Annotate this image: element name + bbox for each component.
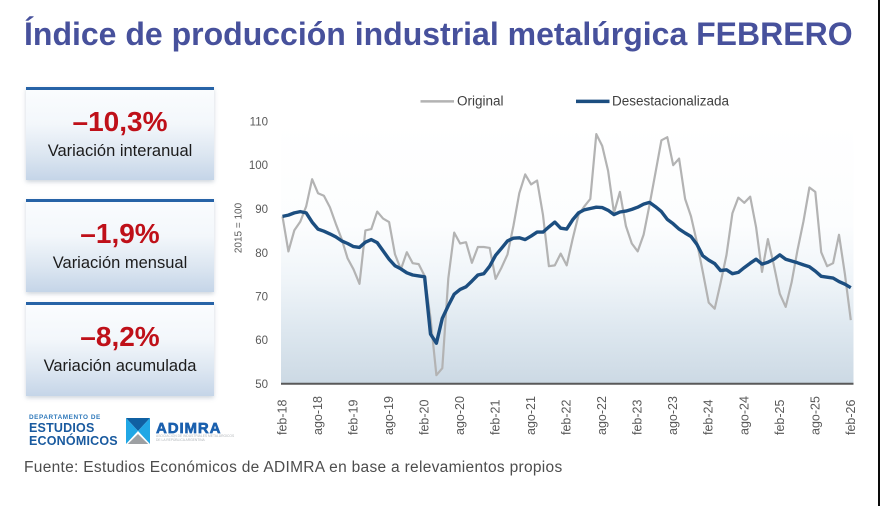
svg-text:80: 80 (255, 248, 268, 260)
svg-text:110: 110 (250, 117, 268, 129)
svg-text:feb-20: feb-20 (418, 400, 432, 435)
svg-text:70: 70 (255, 292, 268, 304)
svg-text:90: 90 (255, 204, 268, 216)
svg-text:ago-20: ago-20 (453, 396, 467, 435)
svg-text:feb-22: feb-22 (560, 400, 574, 435)
svg-text:ago-22: ago-22 (595, 396, 609, 435)
svg-text:feb-19: feb-19 (347, 400, 361, 435)
svg-text:ago-19: ago-19 (382, 396, 396, 435)
svg-text:Original: Original (457, 94, 504, 109)
svg-text:Desestacionalizada: Desestacionalizada (612, 94, 730, 109)
svg-text:feb-24: feb-24 (702, 400, 716, 435)
svg-text:100: 100 (249, 160, 268, 172)
svg-text:feb-18: feb-18 (276, 400, 290, 435)
svg-text:feb-23: feb-23 (631, 400, 645, 435)
svg-text:ago-24: ago-24 (737, 396, 751, 435)
svg-text:50: 50 (255, 379, 268, 391)
svg-text:ago-18: ago-18 (311, 396, 325, 435)
svg-text:feb-21: feb-21 (489, 400, 503, 435)
svg-text:60: 60 (255, 335, 268, 347)
svg-text:feb-26: feb-26 (844, 400, 858, 435)
svg-text:ago-23: ago-23 (666, 396, 680, 435)
svg-text:2015 = 100: 2015 = 100 (234, 202, 245, 253)
svg-text:ago-25: ago-25 (808, 396, 822, 435)
svg-text:ago-21: ago-21 (524, 396, 538, 435)
svg-text:feb-25: feb-25 (773, 400, 787, 435)
